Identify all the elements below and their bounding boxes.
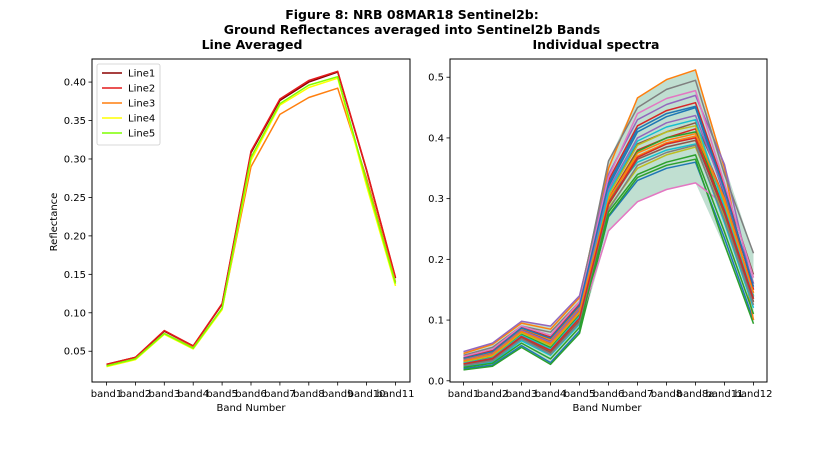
legend-label: Line3 bbox=[128, 99, 155, 110]
series-line-1-23 bbox=[463, 132, 755, 362]
legend-label: Line4 bbox=[128, 114, 155, 125]
y-tick-label: 0.05 bbox=[64, 347, 86, 358]
y-tick-label: 0.25 bbox=[64, 193, 86, 204]
x-tick-label: band4 bbox=[177, 389, 209, 400]
y-tick-label: 0.15 bbox=[64, 270, 86, 281]
y-tick-label: 0.0 bbox=[428, 376, 444, 387]
y-tick-label: 0.40 bbox=[64, 78, 86, 89]
y-tick-label: 0.10 bbox=[64, 308, 86, 319]
individual-spectra-plot: Individual spectra Band Number band1band… bbox=[428, 37, 772, 414]
series-line-1-20 bbox=[463, 118, 755, 364]
y-tick-label: 0.3 bbox=[428, 194, 444, 205]
x-tick-label: band1 bbox=[91, 389, 123, 400]
x-tick-label: band6 bbox=[235, 389, 267, 400]
legend-box bbox=[96, 63, 161, 146]
x-tick-label: band7 bbox=[622, 389, 654, 400]
series-line-1-15 bbox=[463, 114, 755, 361]
x-tick-label: band2 bbox=[120, 389, 152, 400]
legend-label: Line5 bbox=[128, 129, 155, 140]
left-x-axis-label: Band Number bbox=[216, 403, 286, 414]
x-tick-label: band10 bbox=[348, 389, 386, 400]
legend-label: Line2 bbox=[128, 84, 155, 95]
series-line-1-22 bbox=[463, 154, 755, 369]
y-tick-label: 0.2 bbox=[428, 255, 444, 266]
x-tick-label: band11 bbox=[706, 389, 744, 400]
x-tick-label: band5 bbox=[564, 389, 596, 400]
figure-title-line2: Ground Reflectances averaged into Sentin… bbox=[224, 22, 600, 37]
x-tick-label: band3 bbox=[149, 389, 181, 400]
series-line-line2 bbox=[106, 70, 397, 366]
y-tick-label: 0.5 bbox=[428, 73, 444, 84]
series-line-line5 bbox=[106, 75, 397, 367]
x-tick-label: band9 bbox=[322, 389, 354, 400]
y-tick-label: 0.30 bbox=[64, 154, 86, 165]
series-line-1-17 bbox=[463, 89, 755, 358]
legend: Line1 Line2 Line3 Line4 Line5 bbox=[96, 63, 161, 146]
line-averaged-plot: Line Averaged Band Number Reflectance ba… bbox=[49, 37, 414, 414]
x-tick-label: band6 bbox=[593, 389, 625, 400]
x-tick-label: band5 bbox=[206, 389, 238, 400]
series-line-1-18 bbox=[463, 144, 755, 367]
y-tick-label: 0.20 bbox=[64, 231, 86, 242]
right-plot-title: Individual spectra bbox=[533, 37, 660, 52]
x-tick-label: band7 bbox=[264, 389, 296, 400]
y-tick-label: 0.35 bbox=[64, 116, 86, 127]
x-tick-label: band12 bbox=[735, 389, 773, 400]
left-plot-title: Line Averaged bbox=[202, 37, 303, 52]
left-y-axis-label: Reflectance bbox=[49, 193, 60, 252]
y-tick-label: 0.1 bbox=[428, 316, 444, 327]
x-tick-label: band8 bbox=[651, 389, 683, 400]
legend-label: Line1 bbox=[128, 69, 155, 80]
right-x-axis-label: Band Number bbox=[572, 403, 642, 414]
figure-title-line1: Figure 8: NRB 08MAR18 Sentinel2b: bbox=[285, 7, 539, 22]
x-tick-label: band4 bbox=[535, 389, 567, 400]
series-line-1-5 bbox=[463, 94, 755, 353]
series-line-1-24 bbox=[463, 137, 755, 365]
series-line-1-2 bbox=[463, 69, 755, 355]
x-tick-label: band8 bbox=[293, 389, 325, 400]
x-tick-label: band3 bbox=[506, 389, 538, 400]
y-tick-label: 0.4 bbox=[428, 133, 444, 144]
series-line-1-3 bbox=[463, 158, 755, 371]
x-tick-label: band8a bbox=[677, 389, 715, 400]
x-tick-label: band1 bbox=[448, 389, 480, 400]
x-tick-label: band2 bbox=[477, 389, 509, 400]
x-tick-label: band11 bbox=[377, 389, 415, 400]
series-line-1-21 bbox=[463, 105, 755, 360]
